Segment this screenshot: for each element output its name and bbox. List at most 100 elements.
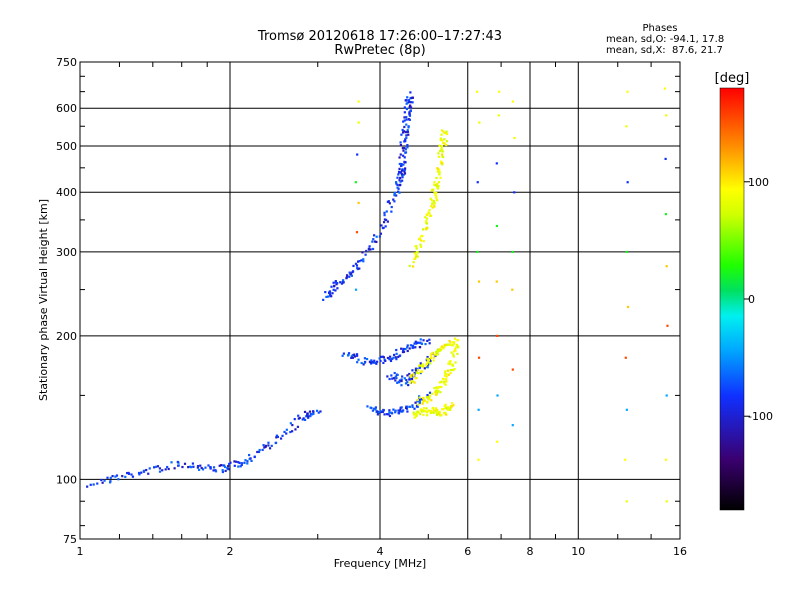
scattered-point [357, 201, 360, 205]
x-trace-point [415, 376, 418, 380]
o-trace-point [398, 171, 401, 174]
x-trace-point [439, 138, 442, 142]
o-trace-point [200, 466, 203, 470]
o-trace-point [419, 371, 422, 375]
o-trace-point [403, 156, 406, 159]
x-trace-point [432, 200, 436, 203]
o-trace-point [386, 356, 390, 360]
x-trace-point [444, 403, 447, 406]
o-trace-point [369, 406, 372, 409]
x-trace-point [441, 150, 444, 153]
o-trace-point [417, 395, 421, 398]
x-trace-point [431, 410, 434, 413]
x-trace-point [422, 228, 425, 231]
x-trace-point [447, 343, 450, 346]
x-trace-point [445, 132, 448, 136]
o-trace-point [156, 465, 160, 468]
x-trace-point [454, 349, 457, 352]
o-trace-point [351, 356, 355, 359]
o-trace-point [394, 356, 397, 359]
x-trace-point [433, 353, 436, 356]
o-trace-point [238, 461, 241, 465]
x-trace-point [429, 362, 432, 365]
o-trace-point [414, 340, 417, 343]
o-trace-point [411, 345, 414, 348]
o-trace-point [419, 341, 422, 344]
o-trace-point [354, 262, 358, 265]
x-trace-point [449, 406, 452, 409]
o-trace-point [407, 126, 410, 129]
scattered-point [496, 394, 499, 397]
o-trace-point [332, 281, 335, 284]
o-trace-point [426, 355, 429, 359]
o-trace-point [325, 295, 328, 299]
o-trace-point [381, 355, 384, 358]
scattered-point [511, 250, 514, 254]
x-trace-point [444, 370, 447, 373]
o-trace-point [227, 465, 230, 468]
o-trace-point [209, 467, 212, 470]
o-trace-point [396, 381, 399, 384]
o-trace-point [400, 406, 403, 409]
x-trace-point [455, 343, 459, 347]
x-trace-point [430, 399, 433, 402]
o-trace-point [419, 398, 422, 401]
x-trace-point [445, 373, 448, 376]
x-trace-point [451, 402, 454, 405]
x-trace-point [446, 406, 449, 409]
o-trace-point [371, 240, 374, 243]
o-trace-point [398, 410, 401, 413]
o-trace-point [401, 128, 404, 132]
o-trace-point [419, 362, 422, 365]
o-trace-point [360, 259, 363, 262]
o-trace-point [411, 375, 414, 378]
scattered-point [511, 424, 514, 427]
o-trace-point [109, 481, 112, 484]
x-trace-point [415, 414, 418, 417]
o-trace-point [233, 460, 236, 463]
x-trace-point [416, 410, 419, 413]
o-trace-point [379, 232, 383, 235]
o-trace-point [418, 366, 421, 369]
o-trace-point [397, 190, 400, 193]
o-trace-point [372, 361, 375, 364]
x-trace-point [443, 138, 446, 141]
o-trace-point [429, 359, 432, 363]
x-trace-point [443, 382, 446, 385]
x-trace-point [450, 405, 453, 408]
o-trace-point [408, 372, 411, 376]
x-trace-point [417, 368, 420, 372]
x-trace-point [428, 394, 431, 397]
colorbar-tick-label: 100 [748, 176, 769, 189]
o-trace-point [418, 401, 421, 405]
o-trace-point [243, 461, 246, 464]
x-trace-point [419, 243, 422, 246]
o-trace-point [406, 349, 409, 353]
scattered-point [511, 100, 515, 103]
o-trace-point [402, 349, 405, 352]
o-trace-point [404, 138, 407, 141]
o-trace-point [148, 467, 151, 470]
x-trace-point [423, 409, 426, 413]
scattered-point [664, 458, 668, 461]
x-trace-point [419, 408, 423, 411]
x-trace-point [442, 378, 445, 381]
o-trace-point [414, 346, 417, 349]
o-trace-point [127, 472, 131, 475]
o-trace-point [334, 279, 337, 283]
scattered-point [626, 90, 629, 93]
x-trace-point [427, 211, 430, 214]
o-trace-point [405, 116, 408, 119]
x-trace-point [438, 349, 441, 353]
y-tick-label: 400 [56, 186, 77, 199]
o-trace-point [309, 412, 312, 416]
x-trace-point [422, 413, 425, 417]
o-trace-point [411, 369, 414, 372]
x-trace-point [408, 264, 411, 268]
scattered-point [496, 440, 499, 443]
o-trace-point [385, 413, 389, 416]
o-trace-point [401, 410, 404, 413]
x-trace-point [438, 169, 441, 172]
o-trace-point [411, 101, 414, 104]
